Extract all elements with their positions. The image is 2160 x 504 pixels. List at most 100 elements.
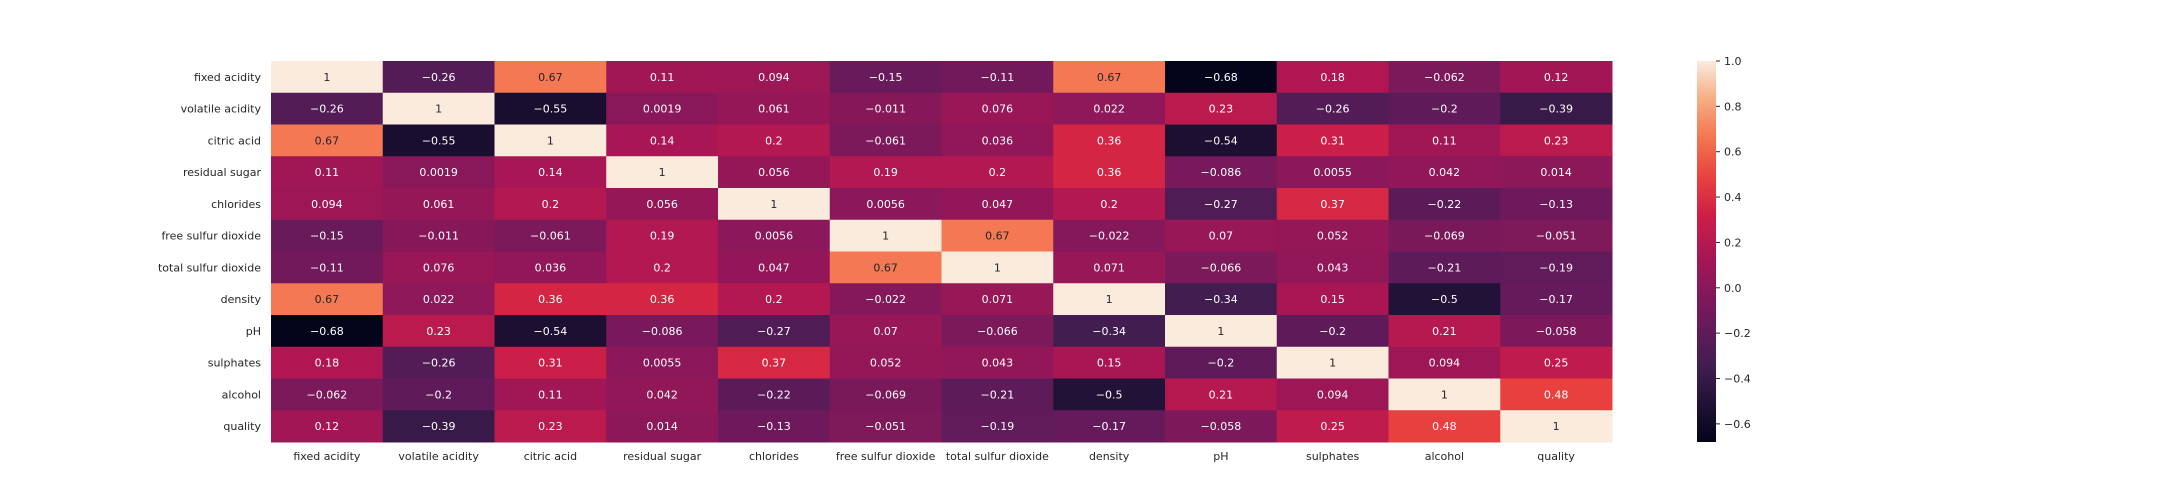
heatmap-cell (606, 251, 719, 284)
cell-value-label: 0.23 (1544, 134, 1569, 147)
heatmap-cell (1053, 410, 1166, 443)
heatmap-cell (382, 251, 495, 284)
cell-value-label: −0.069 (1424, 230, 1465, 243)
cell-value-label: 0.23 (1209, 103, 1234, 116)
heatmap-cell (494, 315, 607, 348)
heatmap-cell (1276, 251, 1389, 284)
x-tick-label: quality (1537, 450, 1575, 463)
heatmap-cell (494, 219, 607, 252)
y-tick-label: residual sugar (183, 166, 262, 179)
y-tick-label: chlorides (211, 198, 261, 211)
cell-value-label: −0.17 (1539, 293, 1573, 306)
heatmap-cell (941, 378, 1054, 411)
cell-value-label: −0.066 (1201, 261, 1242, 274)
cell-value-label: 0.21 (1432, 325, 1457, 338)
heatmap-cell (1388, 219, 1501, 252)
heatmap-cell (271, 156, 384, 189)
cell-value-label: 0.07 (873, 325, 898, 338)
cell-value-label: 0.19 (650, 230, 675, 243)
heatmap-cell (606, 124, 719, 157)
cell-value-label: 1 (1217, 325, 1224, 338)
y-tick-label: sulphates (208, 357, 262, 370)
heatmap-cell (1165, 378, 1278, 411)
cell-value-label: −0.086 (1201, 166, 1242, 179)
cell-value-label: −0.058 (1536, 325, 1577, 338)
heatmap-cell (1276, 410, 1389, 443)
heatmap-cell (1500, 315, 1613, 348)
heatmap-cell (1053, 219, 1166, 252)
cell-value-label: 0.014 (646, 420, 678, 433)
x-tick-label: chlorides (749, 450, 799, 463)
cell-value-label: 0.25 (1320, 420, 1345, 433)
cell-value-label: 1 (994, 261, 1001, 274)
cell-value-label: −0.2 (1208, 357, 1235, 370)
cell-value-label: 0.043 (1317, 261, 1349, 274)
heatmap-cell (1388, 188, 1501, 221)
cell-value-label: −0.26 (422, 357, 456, 370)
cell-value-label: 0.022 (1093, 103, 1125, 116)
heatmap-cell (271, 251, 384, 284)
heatmap-cell (1500, 219, 1613, 252)
cell-value-label: 0.37 (1320, 198, 1345, 211)
cell-value-label: −0.19 (981, 420, 1015, 433)
heatmap-cell (382, 283, 495, 316)
y-tick-labels: fixed acidity volatile acidity citric acid… (158, 71, 262, 433)
heatmap-cell (1053, 156, 1166, 189)
heatmap-cell (829, 378, 942, 411)
cell-value-label: 0.37 (762, 357, 787, 370)
heatmap-cell (718, 92, 831, 125)
heatmap-cell (606, 410, 719, 443)
heatmap-cell (606, 219, 719, 252)
heatmap-cell (829, 315, 942, 348)
cell-value-label: 0.0019 (419, 166, 458, 179)
heatmap-cell-labels: 1 −0.26 0.67 0.11 0.094 −0.15 −0.11 0.67 −0.68 0.… (307, 71, 1577, 433)
cell-value-label: 0.11 (315, 166, 340, 179)
cell-value-label: 0.047 (758, 261, 790, 274)
heatmap-cell (941, 188, 1054, 221)
cell-value-label: 0.23 (426, 325, 451, 338)
heatmap-cell (1388, 346, 1501, 379)
cell-value-label: 0.48 (1544, 388, 1569, 401)
cell-value-label: −0.051 (1536, 230, 1577, 243)
cell-value-label: 1 (547, 134, 554, 147)
heatmap-cell (941, 61, 1054, 94)
heatmap-cell (1500, 251, 1613, 284)
cell-value-label: 0.07 (1209, 230, 1234, 243)
heatmap-cell (1276, 124, 1389, 157)
heatmap-cell (271, 219, 384, 252)
cell-value-label: 0.2 (653, 261, 671, 274)
heatmap-cell (941, 410, 1054, 443)
y-tick-label: alcohol (222, 388, 261, 401)
cell-value-label: 0.056 (758, 166, 790, 179)
heatmap-cell (829, 219, 942, 252)
heatmap-cell (1165, 219, 1278, 252)
cell-value-label: 0.36 (650, 293, 675, 306)
heatmap-cell (606, 315, 719, 348)
heatmap-cell (494, 92, 607, 125)
heatmap-cell (1053, 251, 1166, 284)
heatmap-cell (1276, 283, 1389, 316)
heatmap-cell (606, 346, 719, 379)
cell-value-label: 0.061 (758, 103, 790, 116)
heatmap-cell (271, 315, 384, 348)
colorbar-tick-label: 0.0 (1724, 282, 1742, 295)
heatmap-cell (1388, 124, 1501, 157)
cell-value-label: −0.011 (865, 103, 906, 116)
x-tick-label: free sulfur dioxide (836, 450, 936, 463)
heatmap-cell (1500, 346, 1613, 379)
cell-value-label: −0.2 (1431, 103, 1458, 116)
heatmap-cell (1053, 188, 1166, 221)
cell-value-label: −0.022 (865, 293, 906, 306)
heatmap-cell (606, 92, 719, 125)
heatmap-cell (1500, 61, 1613, 94)
heatmap-cell (941, 156, 1054, 189)
heatmap-cell (829, 410, 942, 443)
cell-value-label: −0.13 (757, 420, 791, 433)
colorbar-tick-label: 0.8 (1724, 100, 1742, 113)
heatmap-cell (829, 61, 942, 94)
cell-value-label: −0.062 (1424, 71, 1465, 84)
cell-value-label: −0.2 (1319, 325, 1346, 338)
cell-value-label: 0.071 (1093, 261, 1125, 274)
cell-value-label: 0.19 (873, 166, 898, 179)
